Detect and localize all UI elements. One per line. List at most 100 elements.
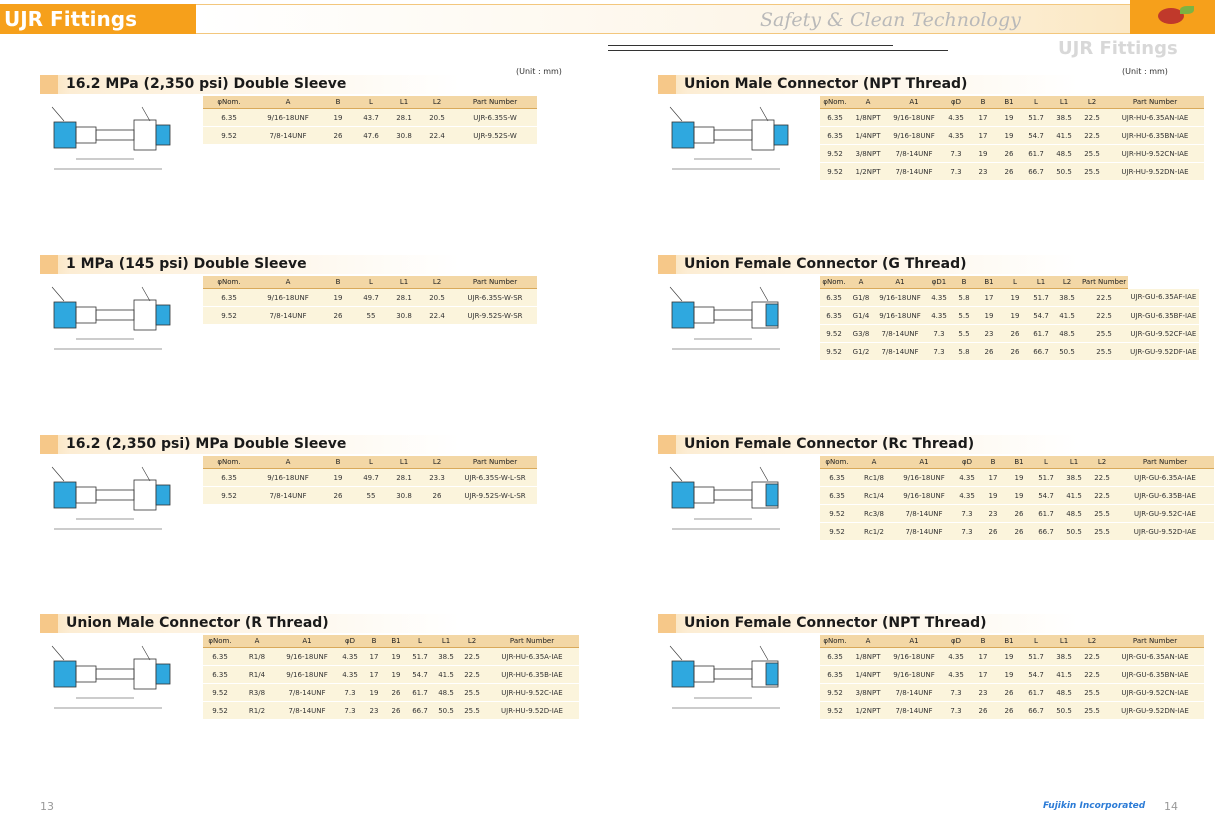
section-title-text: 1 MPa (145 psi) Double Sleeve xyxy=(66,256,307,272)
column-header: B1 xyxy=(996,96,1022,109)
logo-icon xyxy=(1158,8,1184,24)
table-cell: 7/8-14UNF xyxy=(255,486,321,505)
table-cell: UJR-6.35S-W-L-SR xyxy=(453,468,537,487)
table-cell: UJR-GU-6.35AN-IAE xyxy=(1106,647,1204,666)
table-cell: 19 xyxy=(321,468,355,487)
table-cell: 6.35 xyxy=(820,288,848,307)
table-cell: 19 xyxy=(321,288,355,307)
table-cell: 48.5 xyxy=(433,683,459,702)
table-header-row: φNom. A B L L1 L2 Part Number xyxy=(203,96,537,109)
column-header: A xyxy=(237,635,277,648)
table-cell: 25.5 xyxy=(1080,342,1129,361)
table-cell: 1/4NPT xyxy=(850,665,886,684)
table-cell: 19 xyxy=(385,665,407,684)
leaf-icon xyxy=(1180,6,1194,14)
table-cell: 30.8 xyxy=(387,306,421,325)
table-cell: 50.5 xyxy=(1050,701,1078,720)
table-cell: 7.3 xyxy=(337,683,363,702)
column-header: B xyxy=(363,635,385,648)
table-cell: 54.7 xyxy=(1022,126,1050,145)
table-cell: 55 xyxy=(355,486,387,505)
column-header: B xyxy=(321,276,355,289)
table-cell: 23 xyxy=(976,324,1002,343)
column-header: L1 xyxy=(387,456,421,469)
table-cell: 9/16-18UNF xyxy=(255,108,321,127)
column-header: L1 xyxy=(1050,635,1078,648)
table-cell: 9.52 xyxy=(820,162,850,181)
column-header: L xyxy=(355,456,387,469)
table-cell: 9.52 xyxy=(203,486,255,505)
table-cell: 50.5 xyxy=(1050,162,1078,181)
column-header: L xyxy=(1022,635,1050,648)
table-row: 6.35 G1/8 9/16-18UNF 4.35 5.8 17 19 51.7 38.5 22.… xyxy=(820,288,1199,307)
table-header-row: φNom. A A1 φD B B1 L L1 L2 Part Number xyxy=(820,635,1204,648)
table-cell: UJR-GU-9.52C-IAE xyxy=(1116,504,1214,523)
table-cell: 25.5 xyxy=(459,701,485,720)
table-row: 9.52 1/2NPT 7/8-14UNF 7.3 23 26 66.7 50.5 25.5 UJ… xyxy=(820,162,1204,181)
table-cell: 9/16-18UNF xyxy=(277,647,337,666)
column-header: A xyxy=(848,276,874,289)
table-cell: 19 xyxy=(1006,486,1032,505)
table-cell: 54.7 xyxy=(1028,306,1054,325)
table-row: 6.35 R1/4 9/16-18UNF 4.35 17 19 54.7 41.5 22.5 UJ… xyxy=(203,665,579,684)
table-cell: 26 xyxy=(385,683,407,702)
table-cell: 26 xyxy=(321,126,355,145)
table-cell: 66.7 xyxy=(407,701,433,720)
table-row: 9.52 3/8NPT 7/8-14UNF 7.3 19 26 61.7 48.5 25.5 UJ… xyxy=(820,144,1204,163)
table-row: 6.35 1/4NPT 9/16-18UNF 4.35 17 19 54.7 41.5 22.5… xyxy=(820,126,1204,145)
table-cell: 9/16-18UNF xyxy=(886,126,942,145)
table-cell: 61.7 xyxy=(1022,683,1050,702)
table-cell: 41.5 xyxy=(1050,126,1078,145)
table-cell: 54.7 xyxy=(407,665,433,684)
table-cell: 20.5 xyxy=(421,288,453,307)
table-cell: 19 xyxy=(996,108,1022,127)
fitting-drawing xyxy=(669,106,789,170)
section-title: 1 MPa (145 psi) Double Sleeve xyxy=(40,255,500,274)
table-row: 9.52 R3/8 7/8-14UNF 7.3 19 26 61.7 48.5 25.5 UJR-… xyxy=(203,683,579,702)
table-cell: 7/8-14UNF xyxy=(886,162,942,181)
table-row: 6.35 1/8NPT 9/16-18UNF 4.35 17 19 51.7 38.5 22.5… xyxy=(820,647,1204,666)
ghost-title: UJR Fittings xyxy=(1058,38,1178,59)
table-row: 6.35 9/16-18UNF 19 43.7 28.1 20.5 UJR-6.35S-W xyxy=(203,108,537,127)
table-cell: 4.35 xyxy=(942,108,970,127)
spec-table: φNom. A B L L1 L2 Part Number 6.35 9/16-18UNF 19 4… xyxy=(203,456,537,505)
table-row: 6.35 9/16-18UNF 19 49.7 28.1 23.3 UJR-6.35S-W-… xyxy=(203,468,537,487)
table-cell: 6.35 xyxy=(820,468,854,487)
table-cell: 22.5 xyxy=(1078,647,1106,666)
column-header: L xyxy=(355,96,387,109)
column-header: φD xyxy=(337,635,363,648)
column-header: L2 xyxy=(459,635,485,648)
table-cell: 28.1 xyxy=(387,288,421,307)
table-cell: UJR-GU-6.35BF-IAE xyxy=(1128,306,1199,325)
table-cell: 7.3 xyxy=(942,144,970,163)
table-cell: 7.3 xyxy=(942,162,970,181)
table-cell: 6.35 xyxy=(820,126,850,145)
table-cell: 19 xyxy=(1006,468,1032,487)
table-cell: 9/16-18UNF xyxy=(874,288,926,307)
table-cell: 17 xyxy=(970,126,996,145)
table-cell: 9.52 xyxy=(820,683,850,702)
table-cell: UJR-HU-6.35BN-IAE xyxy=(1106,126,1204,145)
table-cell: 20.5 xyxy=(421,108,453,127)
fitting-drawing xyxy=(669,286,780,350)
table-cell: 22.5 xyxy=(1078,126,1106,145)
table-cell: 41.5 xyxy=(1060,486,1088,505)
table-row: 9.52 Rc1/2 7/8-14UNF 7.3 26 26 66.7 50.5 25.5 UJR… xyxy=(820,522,1214,541)
table-cell: 7.3 xyxy=(954,522,980,541)
table-row: 9.52 7/8-14UNF 26 55 30.8 22.4 UJR-9.52S-W-SR xyxy=(203,306,537,325)
table-cell: 1/8NPT xyxy=(850,647,886,666)
table-cell: 61.7 xyxy=(1028,324,1054,343)
table-row: 6.35 R1/8 9/16-18UNF 4.35 17 19 51.7 38.5 22.5 UJ… xyxy=(203,647,579,666)
column-header: φNom. xyxy=(820,96,850,109)
column-header: L1 xyxy=(387,276,421,289)
table-cell: 43.7 xyxy=(355,108,387,127)
table-cell: 7/8-14UNF xyxy=(874,324,926,343)
section-title-text: Union Female Connector (G Thread) xyxy=(684,256,967,272)
column-header: A1 xyxy=(894,456,954,469)
table-cell: 17 xyxy=(363,665,385,684)
table-cell: 17 xyxy=(363,647,385,666)
table-cell: 4.35 xyxy=(337,665,363,684)
table-header-row: φNom. A A1 φD B B1 L L1 L2 Part Number xyxy=(820,456,1214,469)
table-cell: 22.4 xyxy=(421,306,453,325)
table-cell: 25.5 xyxy=(1078,144,1106,163)
